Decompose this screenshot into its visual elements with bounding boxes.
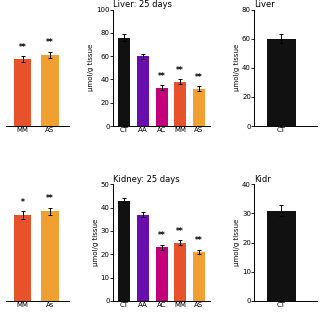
Bar — [156, 247, 168, 301]
Text: **: ** — [46, 194, 54, 203]
Bar — [267, 211, 296, 301]
Text: **: ** — [176, 66, 184, 75]
Bar — [41, 55, 59, 126]
Bar — [193, 252, 205, 301]
Text: **: ** — [158, 231, 165, 240]
Bar — [174, 243, 186, 301]
Bar — [137, 56, 149, 126]
Bar — [193, 89, 205, 126]
Text: **: ** — [19, 43, 27, 52]
Bar — [156, 88, 168, 126]
Text: Liver: Liver — [254, 0, 275, 9]
Text: **: ** — [195, 73, 203, 82]
Text: **: ** — [176, 227, 184, 236]
Bar — [137, 215, 149, 301]
Text: Liver: 25 days: Liver: 25 days — [113, 0, 172, 9]
Bar — [118, 201, 130, 301]
Bar — [118, 37, 130, 126]
Y-axis label: μmol/g tissue: μmol/g tissue — [92, 219, 99, 266]
Bar — [267, 39, 296, 126]
Text: Kidr: Kidr — [254, 174, 271, 184]
Bar — [14, 59, 31, 126]
Bar — [41, 212, 59, 301]
Text: **: ** — [46, 38, 54, 47]
Text: *: * — [21, 198, 25, 207]
Text: Kidney: 25 days: Kidney: 25 days — [113, 174, 180, 184]
Y-axis label: μmol/g tissue: μmol/g tissue — [88, 44, 94, 92]
Bar — [174, 82, 186, 126]
Text: **: ** — [158, 72, 165, 81]
Bar — [14, 215, 31, 301]
Y-axis label: μmol/g tissue: μmol/g tissue — [234, 219, 240, 266]
Text: **: ** — [195, 236, 203, 245]
Y-axis label: μmol/g tissue: μmol/g tissue — [234, 44, 240, 92]
